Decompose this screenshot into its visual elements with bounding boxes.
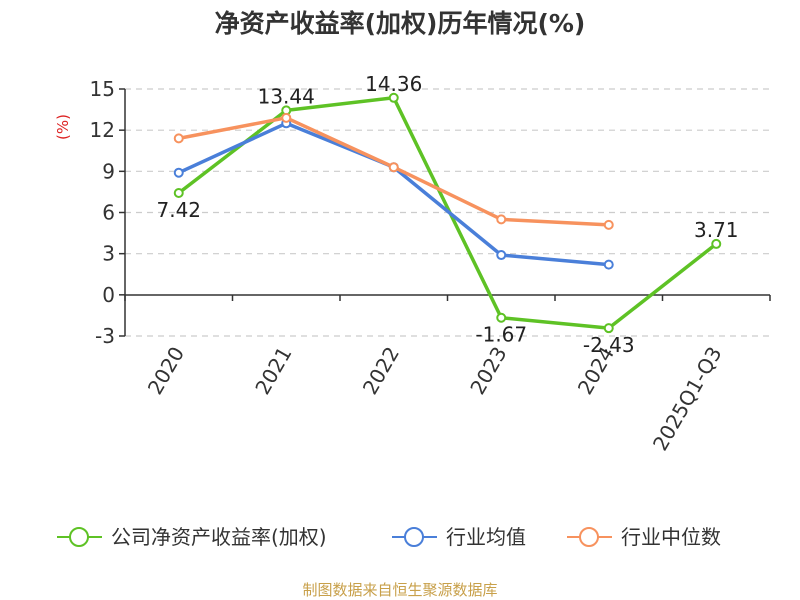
y-tick-labels: 15 12 9 6 3 0 -3 [90,77,115,348]
data-label: 14.36 [365,72,422,96]
x-tick-label: 2022 [358,343,404,399]
data-point-3 [281,112,292,123]
y-unit-label: (%) [54,114,72,140]
legend-label-3: 行业中位数 [621,525,721,549]
data-point-1 [711,238,722,249]
axes [119,88,771,337]
legend-label-1: 公司净资产收益率(加权) [111,525,327,549]
data-label: -2.43 [583,333,635,357]
y-tick-label: 6 [102,201,115,225]
data-point-2 [173,167,184,178]
x-tick-label: 2025Q1-Q3 [648,343,727,455]
data-point-1 [388,92,399,103]
legend: 公司净资产收益率(加权) 行业均值 行业中位数 [57,525,721,549]
data-labels: 7.42 13.44 14.36 -1.67 -2.43 3.71 [156,72,738,357]
y-tick-label: 3 [102,242,115,266]
data-point-1 [603,323,614,334]
y-tick-label: 12 [90,118,115,142]
source-note: 制图数据来自恒生聚源数据库 [302,581,497,599]
y-tick-label: 0 [102,283,115,307]
y-tick-label: 9 [102,159,115,183]
x-tick-labels: 2020 2021 2022 2023 2024 2025Q1-Q3 [143,343,727,455]
series-lines [173,92,722,334]
data-label: 7.42 [156,198,201,222]
data-point-2 [603,259,614,270]
data-point-3 [603,219,614,230]
data-label: -1.67 [475,323,527,347]
legend-marker-1 [69,527,89,547]
data-point-1 [173,188,184,199]
legend-marker-2 [404,527,424,547]
x-tick-label: 2021 [250,343,296,399]
data-label: 3.71 [694,218,739,242]
chart-title: 净资产收益率(加权)历年情况(%) [215,9,586,38]
data-point-3 [388,162,399,173]
legend-label-2: 行业均值 [446,525,526,549]
y-tick-label: -3 [95,324,115,348]
data-point-3 [173,133,184,144]
data-point-1 [496,312,507,323]
x-tick-label: 2023 [465,343,511,399]
data-label: 13.44 [258,84,315,108]
x-tick-label: 2020 [143,343,189,399]
series-line-1 [177,96,718,330]
series-line-2 [177,121,611,267]
data-point-3 [496,214,507,225]
y-tick-label: 15 [90,77,115,101]
legend-marker-3 [579,527,599,547]
data-point-2 [496,250,507,261]
